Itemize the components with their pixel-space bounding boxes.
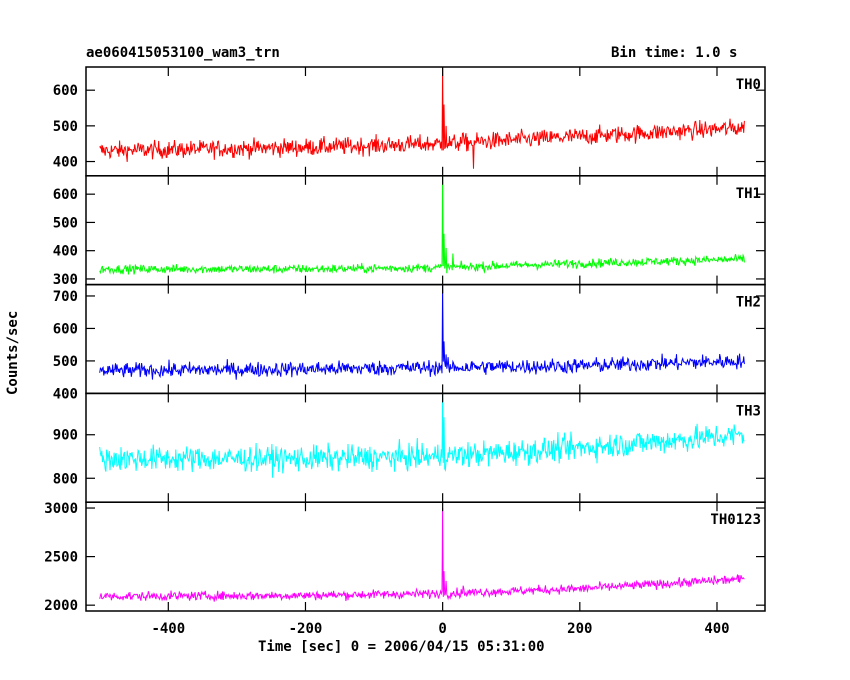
panel-frame-th2 <box>85 283 766 395</box>
series-line-th3 <box>99 393 745 478</box>
series-line-th0 <box>99 66 745 169</box>
y-tick-label: 900 <box>53 428 78 444</box>
y-axis-label: Counts/sec <box>5 310 21 395</box>
panel-label-th3: TH3 <box>736 403 761 419</box>
x-tick-label: 400 <box>704 621 729 637</box>
y-tick-label: 2000 <box>44 598 78 614</box>
panel-label-th0: TH0 <box>736 77 761 93</box>
chart-title: ae060415053100_wam3_trn <box>86 45 280 61</box>
y-tick-label: 400 <box>53 244 78 260</box>
y-tick-label: 600 <box>53 83 78 99</box>
y-tick-label: 500 <box>53 354 78 370</box>
y-tick-label: 300 <box>53 272 78 288</box>
x-axis-label: Time [sec] 0 = 2006/04/15 05:31:00 <box>258 639 545 655</box>
bin-time-label: Bin time: 1.0 s <box>611 45 738 61</box>
panel-frame-th3 <box>85 392 766 503</box>
y-tick-label: 600 <box>53 187 78 203</box>
y-tick-label: 500 <box>53 215 78 231</box>
y-tick-label: 3000 <box>44 501 78 517</box>
panel-frame-th0 <box>85 66 766 177</box>
y-tick-label: 600 <box>53 321 78 337</box>
y-tick-label: 400 <box>53 155 78 171</box>
y-tick-label: 500 <box>53 119 78 135</box>
series-line-th2 <box>99 284 745 380</box>
panel-label-th2: TH2 <box>736 295 761 311</box>
x-tick-label: -400 <box>151 621 185 637</box>
panel-label-th1: TH1 <box>736 186 761 202</box>
series-line-th1 <box>99 177 745 275</box>
y-tick-label: 2500 <box>44 550 78 566</box>
y-tick-label: 700 <box>53 289 78 305</box>
y-tick-label: 400 <box>53 386 78 402</box>
y-tick-label: 800 <box>53 471 78 487</box>
x-tick-label: 200 <box>567 621 592 637</box>
x-tick-label: 0 <box>438 621 446 637</box>
panel-label-th0123: TH0123 <box>710 512 761 528</box>
series-line-th0123 <box>99 507 745 602</box>
x-tick-label: -200 <box>289 621 323 637</box>
